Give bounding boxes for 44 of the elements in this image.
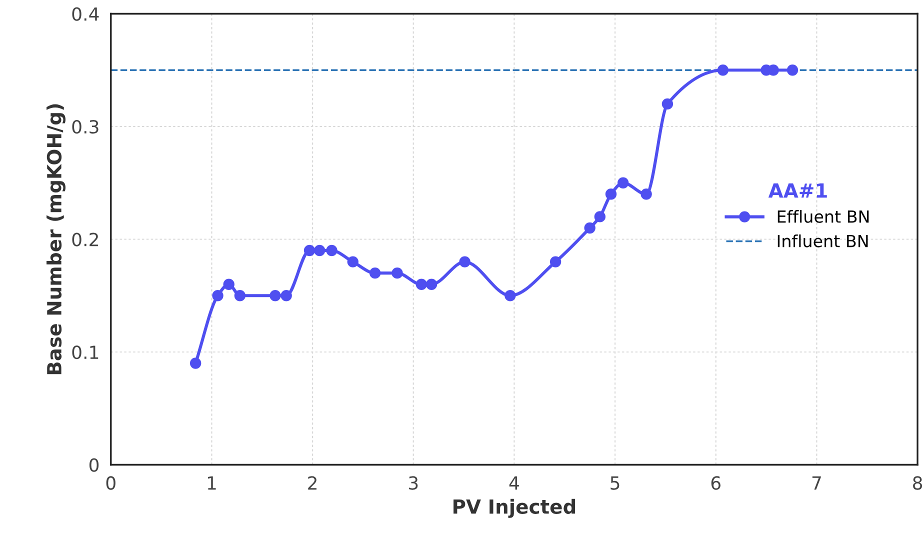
point (347, 256, 358, 268)
point (223, 278, 234, 290)
x-tick-label: 7 (812, 476, 821, 490)
y-tick-label: 0.3 (72, 120, 98, 134)
point (594, 211, 606, 222)
legend-title: AA#1 (768, 183, 827, 198)
point (280, 290, 292, 302)
y-tick-label: 0.1 (72, 345, 98, 360)
point (304, 244, 316, 256)
point (605, 188, 617, 200)
point (270, 290, 281, 302)
point (786, 64, 798, 76)
x-tick-label: 8 (913, 476, 922, 490)
point (584, 222, 596, 234)
x-tick-label: 6 (711, 476, 720, 490)
x-tick-label: 4 (509, 476, 519, 490)
point (234, 290, 246, 302)
x-tick-label: 0 (106, 476, 116, 490)
point (640, 188, 652, 200)
point (190, 358, 202, 369)
x-tick-label: 2 (308, 476, 316, 490)
point (392, 267, 403, 279)
point (662, 98, 674, 110)
point (504, 290, 516, 302)
x-tick-label: 5 (610, 476, 620, 490)
x-axis-title: PV Injected (454, 498, 576, 518)
point (326, 244, 338, 256)
point (717, 64, 729, 76)
point (618, 177, 629, 188)
y-tick-label: 0 (89, 458, 99, 472)
point (212, 290, 224, 302)
x-tick-label: 3 (409, 476, 418, 490)
point (416, 278, 428, 290)
point (369, 267, 381, 279)
y-tick-label: 0.2 (72, 232, 98, 246)
legend-label: Influent BN (778, 234, 868, 248)
y-axis-title: Base Number (mgKOH/g) (46, 104, 66, 374)
point (314, 244, 326, 256)
point (426, 278, 438, 290)
legend-label: Effluent BN (778, 210, 869, 223)
x-tick-label: 1 (208, 476, 216, 490)
point (550, 256, 562, 268)
point (459, 256, 470, 268)
y-tick-label: 0.4 (72, 7, 99, 21)
